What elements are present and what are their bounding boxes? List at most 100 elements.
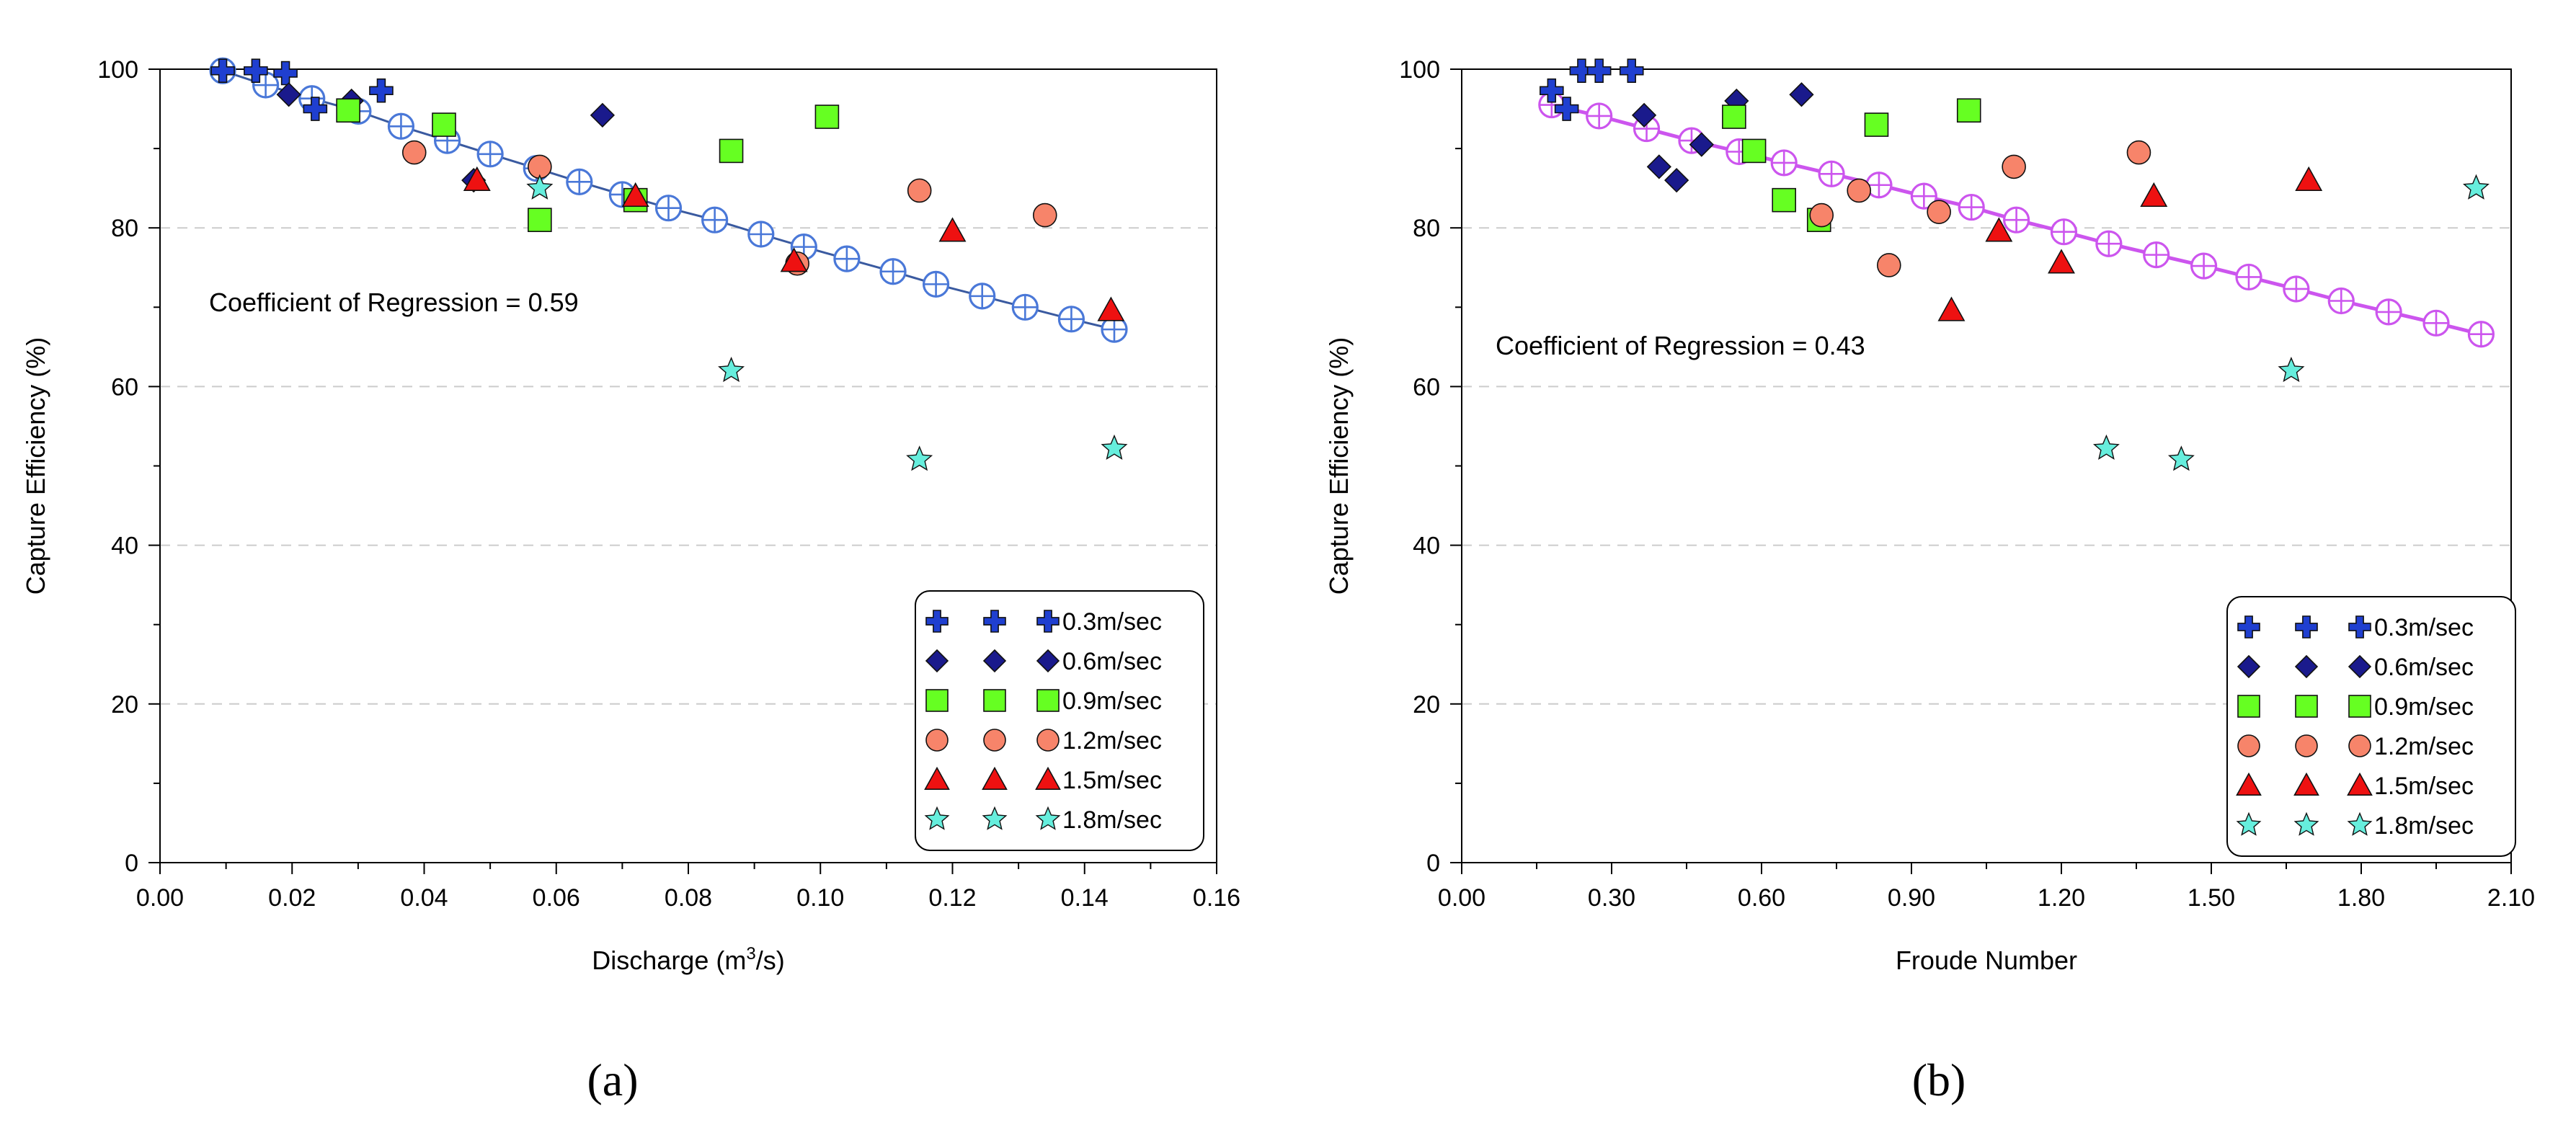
x-tick-label: 2.10	[2487, 884, 2535, 912]
legend-label: 1.2m/sec	[2374, 733, 2474, 760]
fit-point	[1011, 293, 1039, 321]
data-point	[906, 445, 933, 471]
fit-point	[833, 245, 861, 272]
legend-marker	[1036, 610, 1060, 633]
x-tick-label: 1.80	[2337, 884, 2385, 912]
fit-point	[1057, 306, 1085, 333]
data-point	[463, 166, 491, 192]
x-axis-label: Discharge (m3/s)	[592, 944, 784, 975]
chart-b: 0.00 0.30 0.60 0.90 1.20 1.50 1.80 2.10 0 20 40 60 8…	[1324, 56, 2535, 1105]
data-point	[2002, 154, 2026, 179]
data-point	[1032, 203, 1057, 228]
x-tick-label: 0.90	[1888, 884, 1935, 912]
legend-marker	[2236, 811, 2262, 836]
legend-marker	[1036, 689, 1060, 712]
series-diamond	[1631, 82, 1814, 193]
data-point	[907, 178, 932, 203]
legend-marker	[983, 689, 1006, 712]
data-point	[1101, 434, 1128, 460]
legend-label: 0.6m/sec	[1062, 648, 1162, 675]
legend-marker	[2347, 772, 2373, 796]
legend-marker	[1035, 806, 1061, 830]
legend-marker	[924, 806, 950, 830]
fit-point	[969, 282, 996, 310]
legend-label: 1.8m/sec	[2374, 812, 2474, 840]
fit-point	[2235, 263, 2262, 291]
legend-label: 1.5m/sec	[2374, 773, 2474, 800]
y-tick-label: 20	[1413, 691, 1440, 719]
data-point	[1689, 132, 1714, 157]
panel-label: (b)	[1912, 1054, 1966, 1105]
data-point	[938, 217, 967, 242]
data-point	[528, 208, 552, 232]
legend-marker	[2295, 615, 2318, 639]
y-tick-label: 100	[1399, 56, 1440, 84]
legend-marker	[2237, 615, 2260, 639]
series-star	[526, 174, 1128, 471]
legend-label: 0.3m/sec	[1062, 608, 1162, 636]
legend-marker	[925, 689, 949, 712]
data-point	[719, 138, 744, 164]
data-point	[210, 58, 235, 84]
y-tick-label: 40	[111, 533, 138, 560]
data-point	[2278, 356, 2305, 383]
data-point	[1097, 296, 1125, 321]
x-axis-label: Froude Number	[1896, 946, 2077, 975]
fit-point	[1958, 193, 1985, 221]
x-tick-label: 0.10	[796, 884, 844, 912]
legend-label: 0.9m/sec	[1062, 688, 1162, 715]
fit-point	[1865, 172, 1893, 199]
data-point	[1664, 168, 1689, 193]
fit-point	[2143, 241, 2170, 269]
series-plus	[1540, 58, 1644, 121]
fit-point	[566, 168, 593, 195]
fit-point	[1586, 102, 1613, 130]
data-point	[336, 98, 360, 123]
fit-point	[1101, 316, 1128, 343]
y-tick-label: 60	[111, 373, 138, 401]
x-tick-label: 0.14	[1061, 884, 1109, 912]
series-square	[1722, 98, 1981, 232]
legend-label: 0.6m/sec	[2374, 654, 2474, 681]
fit-point	[387, 112, 415, 140]
fit-point	[1770, 149, 1798, 177]
data-point	[2048, 249, 2075, 274]
y-tick-label: 0	[1426, 850, 1440, 877]
series-plus	[210, 58, 394, 121]
data-point	[2167, 445, 2195, 471]
data-point	[590, 102, 616, 128]
x-tick-label: 0.30	[1588, 884, 1635, 912]
data-point	[1631, 102, 1657, 128]
data-point	[1927, 200, 1951, 224]
legend-marker	[2348, 654, 2372, 679]
legend-marker	[2295, 734, 2318, 757]
y-axis-label: Capture Efficiency (%)	[21, 337, 50, 595]
data-point	[1722, 104, 1746, 129]
y-tick-label: 100	[97, 56, 138, 84]
data-point	[2462, 174, 2490, 200]
legend-marker	[924, 766, 950, 790]
data-point	[1864, 112, 1889, 137]
data-point	[244, 58, 268, 84]
panel-label: (a)	[587, 1054, 638, 1105]
fit-point	[1910, 182, 1937, 210]
data-point	[369, 78, 394, 103]
data-point	[2126, 140, 2151, 165]
x-tick-label: 1.20	[2038, 884, 2085, 912]
legend-marker	[2348, 695, 2371, 718]
series-circle	[1809, 140, 2151, 277]
legend-marker	[2348, 615, 2371, 639]
data-point	[2140, 182, 2168, 208]
x-tick-label: 0.12	[928, 884, 976, 912]
data-point	[814, 104, 840, 129]
legend-marker	[1036, 729, 1060, 752]
legend-marker	[925, 649, 949, 673]
fit-point	[922, 270, 950, 298]
x-tick-label: 0.08	[665, 884, 712, 912]
legend-marker	[2294, 654, 2319, 679]
y-tick-label: 0	[125, 850, 138, 877]
x-tick-label: 0.00	[1438, 884, 1485, 912]
data-point	[1877, 253, 1901, 277]
data-point	[1809, 203, 1834, 228]
chart-a: 0.00 0.02 0.04 0.06 0.08 0.10 0.12 0.14 0.16 0 20 4…	[21, 56, 1240, 1105]
